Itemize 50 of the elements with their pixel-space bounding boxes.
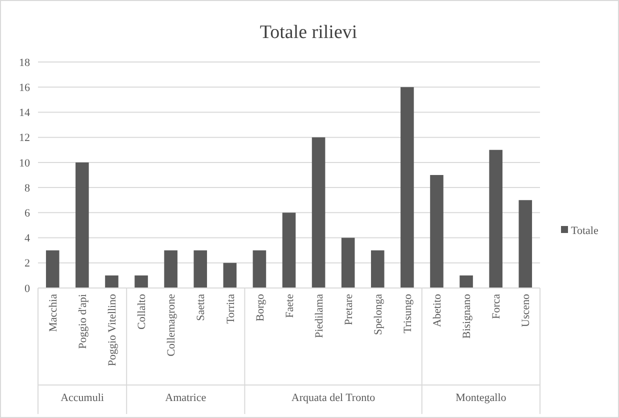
bar bbox=[430, 175, 444, 288]
x-tick-label: Faete bbox=[284, 294, 296, 318]
x-tick-label: Piedilama bbox=[313, 294, 326, 338]
bar bbox=[76, 162, 89, 288]
text: Arquata del Tronto bbox=[291, 392, 376, 404]
y-tick-label: 2 bbox=[24, 258, 30, 270]
bar bbox=[105, 275, 118, 288]
x-tick-label: Poggio d'api bbox=[77, 294, 90, 349]
bar bbox=[194, 250, 208, 288]
text: Amatrice bbox=[165, 392, 206, 404]
x-tick-label: Collemagrone bbox=[166, 294, 178, 356]
bar bbox=[518, 200, 532, 288]
y-tick-label: 4 bbox=[24, 232, 30, 245]
chart-title: Totale rilievi bbox=[260, 22, 358, 43]
bar bbox=[370, 250, 384, 288]
bar bbox=[460, 275, 473, 288]
x-tick-label: Poggio Vitellino bbox=[106, 294, 119, 366]
legend-label: Totale bbox=[571, 224, 598, 237]
bar bbox=[164, 250, 178, 288]
x-tick-label: Usceno bbox=[520, 294, 532, 327]
x-tick-label: Trisungo bbox=[402, 294, 414, 334]
text: Montegallo bbox=[456, 392, 507, 404]
y-tick-label: 6 bbox=[24, 208, 30, 220]
bar bbox=[282, 212, 296, 288]
bar bbox=[341, 238, 355, 288]
x-tick-label: Spelonga bbox=[372, 294, 384, 335]
bar bbox=[400, 87, 414, 288]
bar bbox=[223, 262, 237, 288]
bar bbox=[252, 250, 266, 288]
x-tick-label: Forca bbox=[490, 294, 503, 320]
x-tick-label: Saetta bbox=[195, 294, 208, 321]
x-tick-label: Torrita bbox=[224, 294, 237, 324]
x-tick-label: Collalto bbox=[136, 294, 148, 330]
bar bbox=[46, 250, 60, 288]
bar bbox=[134, 275, 148, 288]
x-tick-label: Pretare bbox=[342, 294, 355, 326]
y-tick-label: 10 bbox=[19, 157, 30, 170]
bar bbox=[489, 150, 502, 288]
y-tick-label: 0 bbox=[24, 282, 30, 295]
y-tick-label: 18 bbox=[19, 56, 30, 69]
y-tick-label: 14 bbox=[19, 107, 30, 120]
text: Accumuli bbox=[60, 392, 104, 404]
bar bbox=[312, 137, 326, 288]
x-tick-label: Abetito bbox=[432, 294, 444, 327]
y-tick-label: 8 bbox=[24, 182, 30, 194]
x-tick-label: Borgo bbox=[254, 294, 266, 322]
x-tick-label: Macchia bbox=[47, 294, 60, 332]
x-tick-label: Bisignano bbox=[461, 294, 474, 339]
y-tick-label: 12 bbox=[19, 132, 30, 144]
y-tick-label: 16 bbox=[19, 82, 30, 94]
